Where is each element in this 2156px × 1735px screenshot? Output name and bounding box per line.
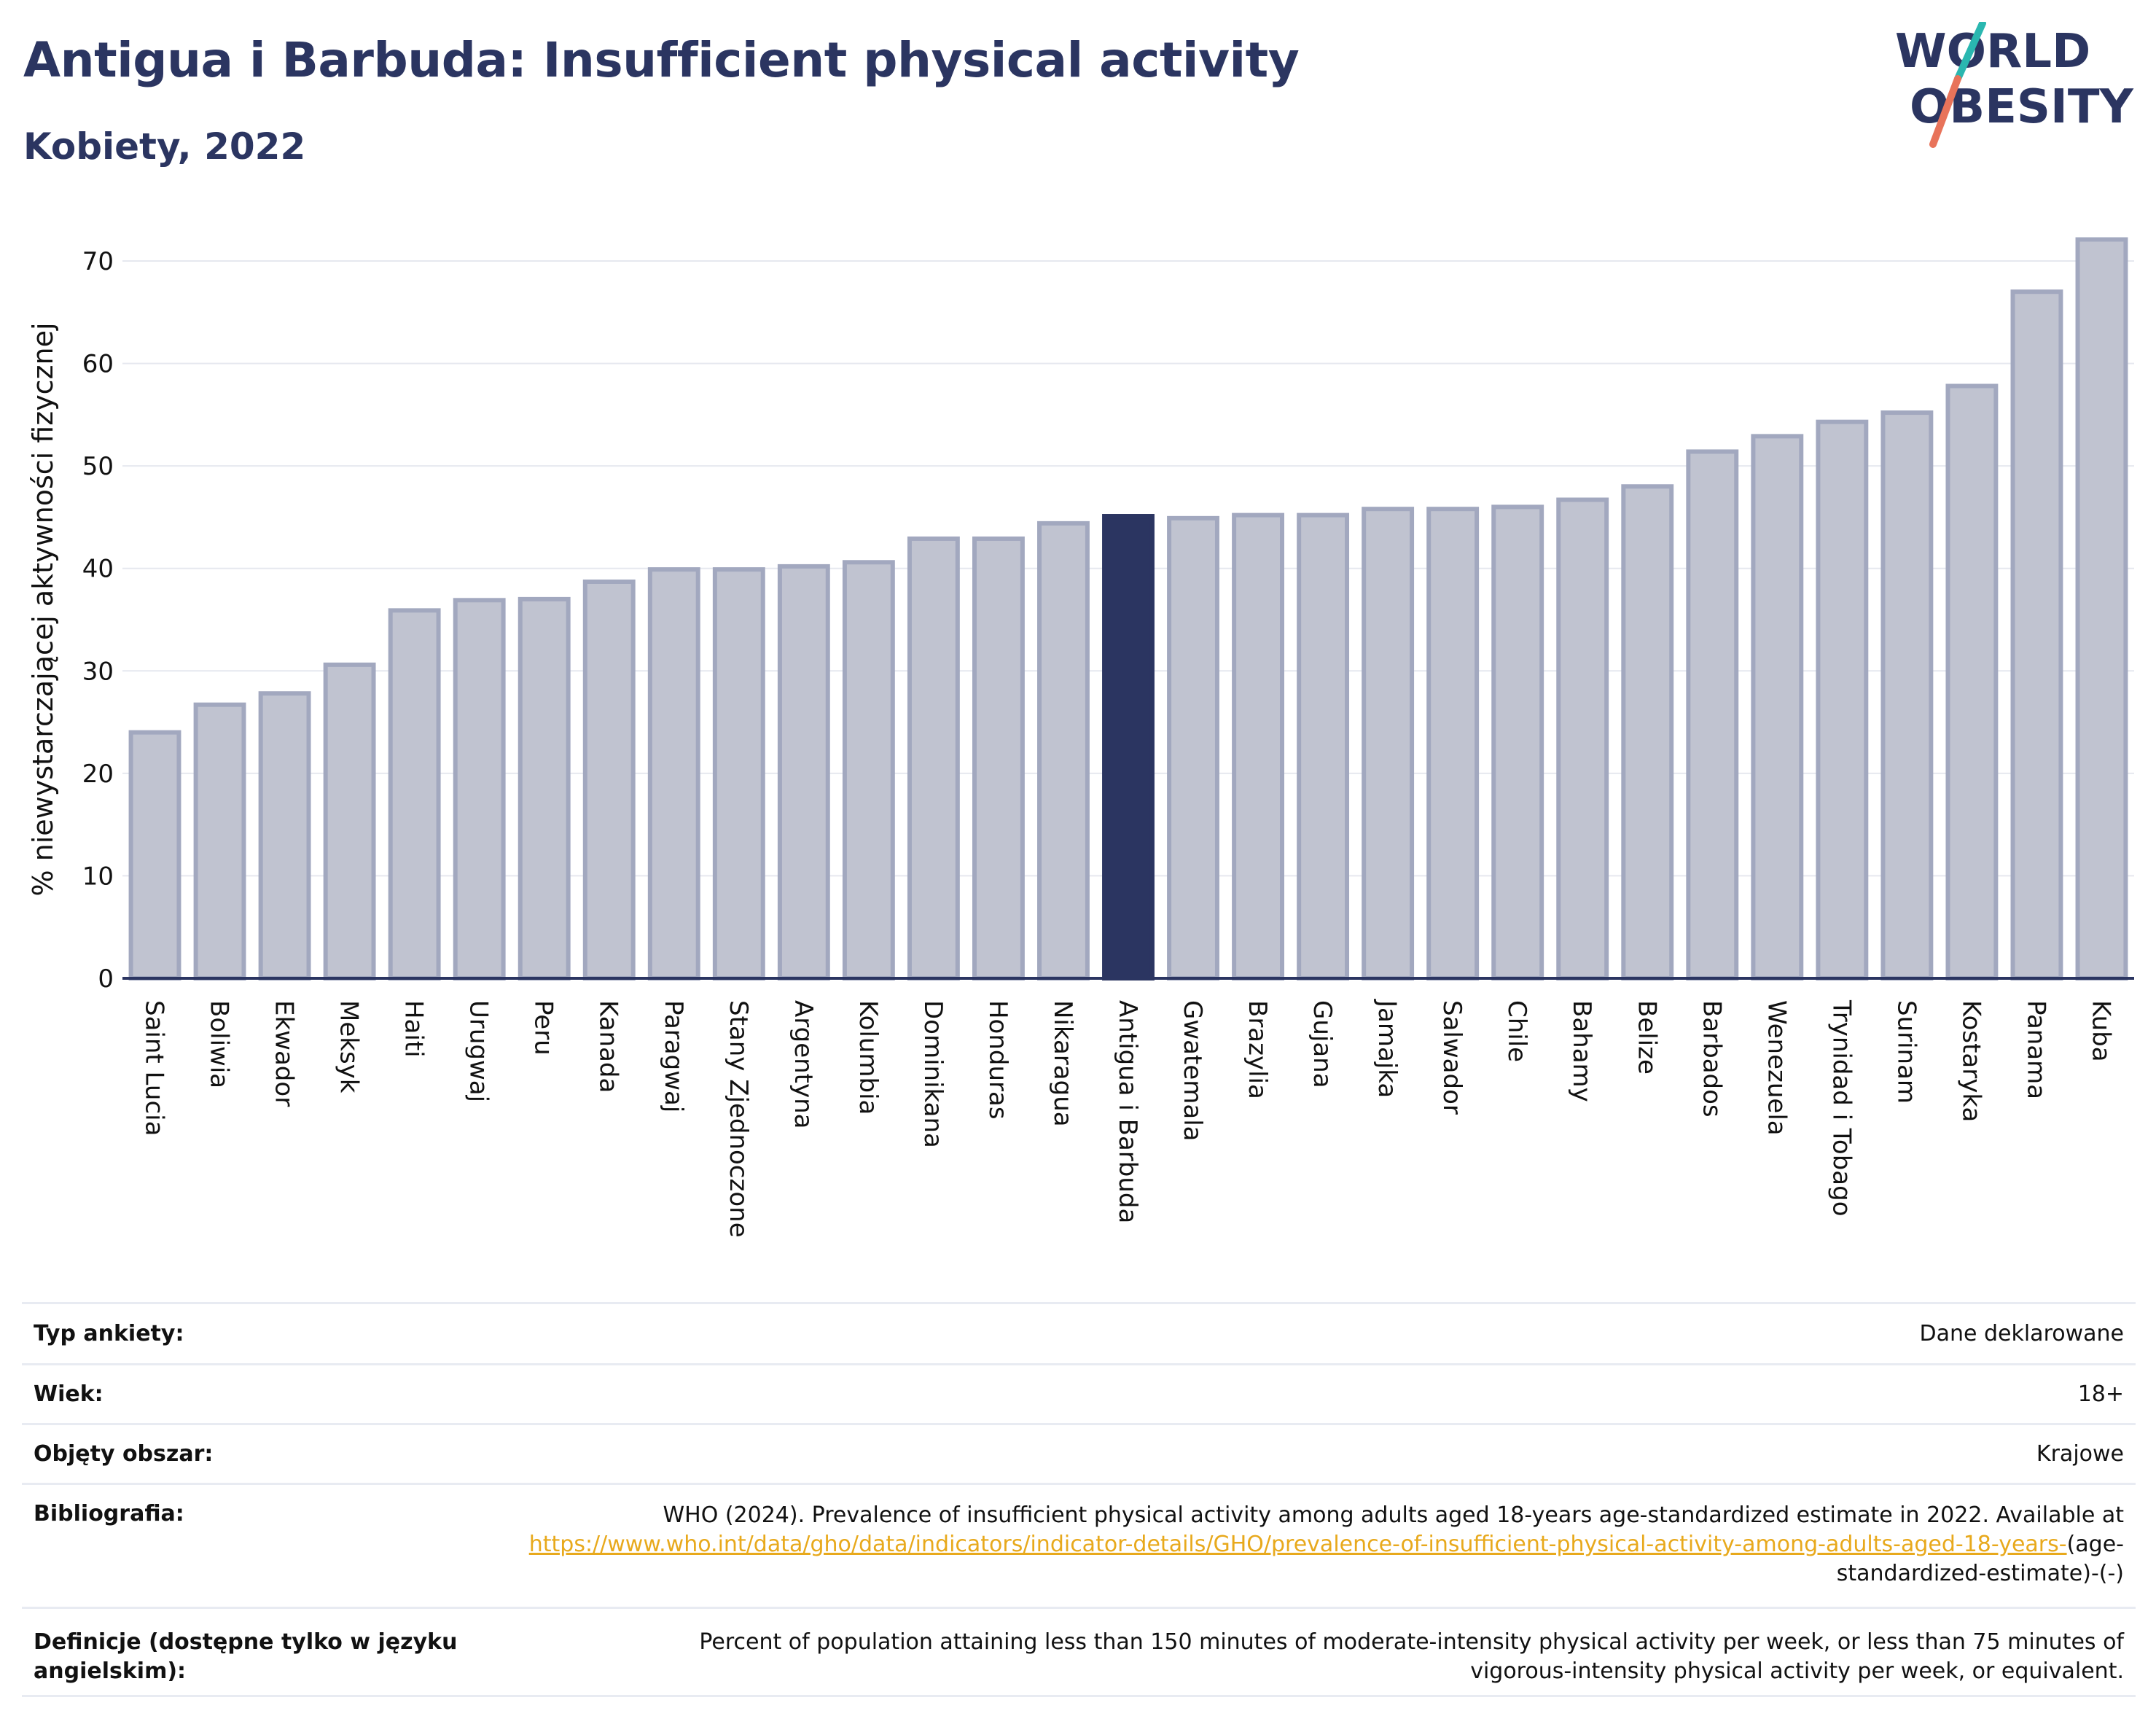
bar	[582, 579, 636, 980]
bars-layer	[128, 237, 2128, 981]
page-title: Antigua i Barbuda: Insufficient physical…	[23, 32, 1300, 88]
bar	[842, 560, 895, 980]
bar-chart: 0 10 20 30 40 50 60 70 Saint Lucia Boliwia Ekwador…	[27, 237, 2134, 1238]
info-value: 18+	[2077, 1381, 2124, 1407]
bar	[1945, 383, 1999, 980]
y-tick-label: 70	[82, 247, 114, 276]
x-category-label: Kostaryka	[1956, 1000, 1985, 1122]
bar	[1297, 512, 1350, 980]
x-category-label: Jamajka	[1372, 999, 1402, 1098]
bibliography-suffix: (age-standardized-estimate)-(-)	[1836, 1532, 2124, 1586]
x-category-label: Gujana	[1308, 1000, 1337, 1088]
y-tick-label: 10	[82, 862, 114, 891]
info-table: Typ ankiety: Dane deklarowane Wiek: 18+ …	[22, 1302, 2136, 1697]
bar	[972, 536, 1025, 980]
x-category-label: Peru	[529, 1000, 558, 1056]
bar	[1167, 515, 1219, 980]
y-tick-label: 20	[82, 760, 114, 789]
x-category-label: Salwador	[1437, 1000, 1466, 1115]
x-category-label: Meksyk	[335, 1000, 364, 1093]
info-key: Wiek:	[34, 1381, 103, 1407]
info-value: Dane deklarowane	[1919, 1320, 2124, 1346]
x-category-label: Dominikana	[918, 1000, 948, 1148]
y-tick-label: 60	[82, 350, 114, 379]
x-category-label: Antigua i Barbuda	[1113, 1000, 1142, 1223]
x-category-label: Bahamy	[1567, 1000, 1596, 1102]
bar	[453, 598, 506, 980]
page-subtitle: Kobiety, 2022	[23, 125, 306, 168]
x-category-label: Urugwaj	[464, 1000, 493, 1102]
bar-highlighted	[1102, 514, 1155, 980]
info-value: Krajowe	[2036, 1440, 2124, 1467]
info-row-area: Objęty obszar: Krajowe	[22, 1423, 2136, 1483]
x-category-label: Gwatemala	[1178, 1000, 1207, 1141]
x-category-label: Kuba	[2086, 1000, 2115, 1062]
bar	[1491, 504, 1544, 980]
logo-slash-teal	[1954, 22, 1986, 82]
logo-slash-coral	[1929, 75, 1961, 148]
info-key: Typ ankiety:	[34, 1321, 184, 1346]
world-obesity-logo: WORLD OBESITY	[1895, 22, 2133, 148]
bar	[193, 702, 246, 980]
logo-line1: WORLD	[1895, 25, 2090, 79]
x-category-label: Kanada	[594, 1000, 623, 1093]
y-tick-label: 40	[82, 555, 114, 584]
y-tick-label: 0	[98, 964, 114, 994]
x-category-label: Wenezuela	[1762, 1000, 1791, 1136]
bar	[1816, 419, 1869, 980]
info-row-survey: Typ ankiety: Dane deklarowane	[22, 1302, 2136, 1363]
bar	[777, 564, 830, 980]
bar	[1232, 512, 1285, 980]
x-category-label: Chile	[1502, 1000, 1531, 1062]
bar	[907, 536, 960, 980]
bar	[1621, 484, 1674, 980]
bar	[1686, 449, 1739, 980]
info-key: Objęty obszar:	[34, 1441, 214, 1467]
info-row-age: Wiek: 18+	[22, 1363, 2136, 1423]
info-row-definitions: Definicje (dostępne tylko w języku angie…	[22, 1607, 2136, 1697]
bar	[1426, 507, 1480, 980]
bibliography-link[interactable]: https://www.who.int/data/gho/data/indica…	[528, 1532, 2067, 1557]
axis-layer: 0 10 20 30 40 50 60 70 Saint Lucia Boliwia Ekwador…	[82, 247, 2134, 1238]
bar	[1556, 497, 1609, 980]
x-category-label: Belize	[1632, 1000, 1661, 1075]
y-tick-label: 50	[82, 452, 114, 481]
x-category-label: Nikaragua	[1048, 1000, 1077, 1127]
x-category-label: Kolumbia	[854, 1000, 883, 1115]
x-category-label: Paragwaj	[659, 1000, 688, 1112]
bar	[517, 596, 571, 980]
bar	[1880, 410, 1934, 980]
bibliography-text: WHO (2024). Prevalence of insufficient p…	[663, 1502, 2124, 1528]
x-category-label: Surinam	[1891, 1000, 1921, 1104]
x-category-label: Brazylia	[1243, 1000, 1272, 1099]
x-category-label: Haiti	[399, 1000, 429, 1058]
bar	[323, 662, 376, 980]
bar	[647, 567, 700, 980]
x-category-label: Stany Zjednoczone	[724, 1000, 753, 1238]
bar	[1751, 434, 1804, 980]
x-category-label: Argentyna	[789, 1000, 818, 1129]
info-value: WHO (2024). Prevalence of insufficient p…	[500, 1501, 2124, 1607]
bar	[1037, 520, 1090, 980]
x-category-label: Honduras	[983, 1000, 1012, 1120]
info-value: Percent of population attaining less tha…	[699, 1629, 2124, 1684]
bar	[2010, 289, 2063, 980]
x-category-label: Trynidad i Tobago	[1827, 999, 1856, 1217]
x-category-label: Barbados	[1697, 1000, 1726, 1118]
bar	[712, 567, 765, 980]
bar	[128, 730, 181, 981]
info-key: Definicje (dostępne tylko w języku angie…	[34, 1629, 458, 1684]
bar	[258, 691, 311, 980]
x-category-label: Saint Lucia	[140, 1000, 169, 1136]
bar	[388, 608, 441, 980]
bar	[2075, 237, 2128, 981]
x-category-label: Ekwador	[270, 1000, 299, 1107]
bar	[1362, 507, 1415, 980]
info-row-bibliography: Bibliografia: WHO (2024). Prevalence of …	[22, 1483, 2136, 1607]
y-tick-label: 30	[82, 657, 114, 686]
info-key: Bibliografia:	[34, 1501, 184, 1527]
y-axis-label: % niewystarczającej aktywności fizycznej	[27, 322, 59, 896]
x-category-label: Panama	[2021, 1000, 2050, 1099]
x-category-label: Boliwia	[205, 1000, 234, 1088]
